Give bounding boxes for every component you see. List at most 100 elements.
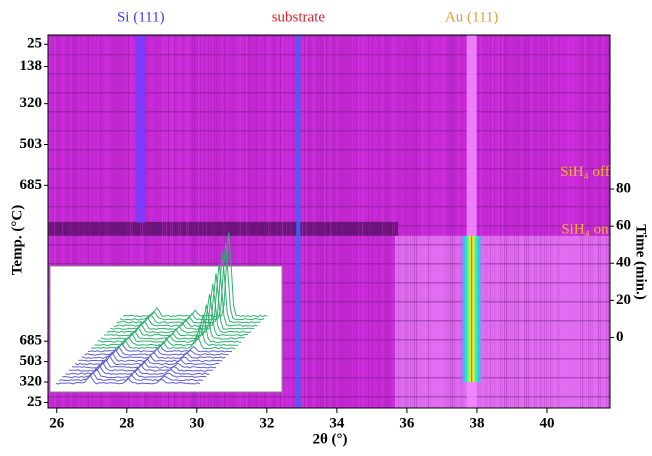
heatmap-band bbox=[48, 221, 398, 236]
inset-trace bbox=[55, 374, 201, 385]
heatmap-texture bbox=[226, 35, 228, 408]
heatmap-texture bbox=[452, 35, 454, 408]
x-tick-label: 34 bbox=[329, 415, 345, 431]
peak-label: Au (111) bbox=[445, 9, 498, 25]
heatmap-texture bbox=[240, 35, 242, 408]
heatmap-row bbox=[48, 168, 610, 170]
heatmap-texture bbox=[436, 35, 438, 408]
heatmap-texture bbox=[334, 35, 336, 408]
heatmap-texture bbox=[416, 35, 418, 408]
heatmap-texture bbox=[224, 35, 226, 408]
heatmap-texture bbox=[504, 35, 506, 408]
heatmap-texture bbox=[536, 35, 538, 408]
heatmap-texture bbox=[130, 35, 132, 408]
heatmap-texture bbox=[186, 35, 188, 408]
heatmap-texture bbox=[302, 35, 304, 408]
y-tick-label: 503 bbox=[20, 353, 43, 369]
heatmap-texture bbox=[220, 35, 222, 408]
y2-axis-label: Time (min.) bbox=[633, 224, 649, 300]
heatmap-texture bbox=[284, 35, 286, 408]
heatmap-row bbox=[48, 149, 610, 151]
heatmap-texture bbox=[320, 35, 322, 408]
heatmap-texture bbox=[394, 35, 396, 408]
heatmap-texture bbox=[150, 35, 152, 408]
heatmap-texture bbox=[550, 35, 552, 408]
heatmap-row bbox=[48, 377, 610, 379]
y-tick-label: 320 bbox=[20, 95, 43, 111]
heatmap-texture bbox=[274, 35, 276, 408]
heatmap-texture bbox=[442, 35, 444, 408]
y2-tick-label: 40 bbox=[616, 255, 631, 271]
heatmap-texture bbox=[606, 35, 608, 408]
y-tick-label: 503 bbox=[20, 136, 43, 152]
x-axis-label: 2θ (°) bbox=[312, 431, 347, 447]
y-tick-label: 685 bbox=[20, 333, 43, 349]
heatmap-texture bbox=[166, 35, 168, 408]
heatmap-texture bbox=[586, 35, 588, 408]
heatmap-texture bbox=[454, 35, 456, 408]
heatmap-texture bbox=[410, 35, 412, 408]
heatmap-texture bbox=[392, 35, 394, 408]
peak-hot bbox=[459, 235, 484, 383]
heatmap-texture bbox=[178, 35, 180, 408]
heatmap-texture bbox=[450, 35, 452, 408]
heatmap-texture bbox=[56, 35, 58, 408]
heatmap-texture bbox=[542, 35, 544, 408]
y2-tick-label: 80 bbox=[616, 180, 631, 196]
heatmap-texture bbox=[214, 35, 216, 408]
heatmap-texture bbox=[280, 35, 282, 408]
y2-tick-label: 0 bbox=[616, 329, 624, 345]
heatmap-texture bbox=[380, 35, 382, 408]
heatmap-texture bbox=[118, 35, 120, 408]
heatmap-row bbox=[48, 35, 610, 37]
heatmap-texture bbox=[230, 35, 232, 408]
heatmap-texture bbox=[488, 35, 490, 408]
inset-trace bbox=[81, 348, 226, 359]
heatmap-texture bbox=[60, 35, 62, 408]
heatmap-texture bbox=[62, 35, 64, 408]
heatmap-texture bbox=[146, 35, 148, 408]
heatmap-texture bbox=[598, 35, 600, 408]
heatmap-texture bbox=[366, 35, 367, 408]
heatmap-texture bbox=[244, 35, 246, 408]
y-tick-label: 320 bbox=[20, 373, 43, 389]
annotation: SiH₄ on bbox=[561, 221, 609, 237]
heatmap-texture bbox=[498, 35, 500, 408]
peak-label: Si (111) bbox=[117, 9, 165, 25]
heatmap-texture bbox=[314, 35, 316, 408]
heatmap-texture bbox=[246, 35, 248, 408]
x-tick-label: 32 bbox=[259, 415, 274, 431]
heatmap-texture bbox=[328, 35, 329, 408]
heatmap-texture bbox=[112, 35, 114, 408]
heatmap-texture bbox=[364, 35, 366, 408]
heatmap-texture bbox=[390, 35, 391, 408]
heatmap-texture bbox=[248, 35, 250, 408]
heatmap-texture bbox=[344, 35, 346, 408]
heatmap-row bbox=[48, 73, 610, 75]
heatmap-texture bbox=[388, 35, 390, 408]
heatmap-texture bbox=[50, 35, 52, 408]
heatmap-texture bbox=[500, 35, 502, 408]
heatmap-texture bbox=[382, 35, 384, 408]
heatmap-row bbox=[48, 282, 610, 284]
heatmap-texture bbox=[596, 35, 598, 408]
heatmap-texture bbox=[398, 35, 400, 408]
heatmap-texture bbox=[258, 35, 260, 408]
x-tick-label: 30 bbox=[189, 415, 204, 431]
heatmap-texture bbox=[508, 35, 510, 408]
y-tick-label: 138 bbox=[20, 58, 43, 74]
heatmap-texture bbox=[164, 35, 166, 408]
heatmap-texture bbox=[122, 35, 124, 408]
heatmap-texture bbox=[170, 35, 172, 408]
inset-trace bbox=[91, 333, 236, 350]
inset-trace bbox=[116, 253, 261, 324]
heatmap-texture bbox=[254, 35, 256, 408]
heatmap-row bbox=[48, 263, 610, 265]
y-tick-label: 25 bbox=[27, 394, 42, 410]
heatmap-texture bbox=[412, 35, 414, 408]
heatmap-texture bbox=[422, 35, 424, 408]
heatmap-texture bbox=[418, 35, 420, 408]
heatmap-texture bbox=[198, 35, 200, 408]
heatmap-texture bbox=[208, 35, 210, 408]
heatmap-texture bbox=[556, 35, 558, 408]
